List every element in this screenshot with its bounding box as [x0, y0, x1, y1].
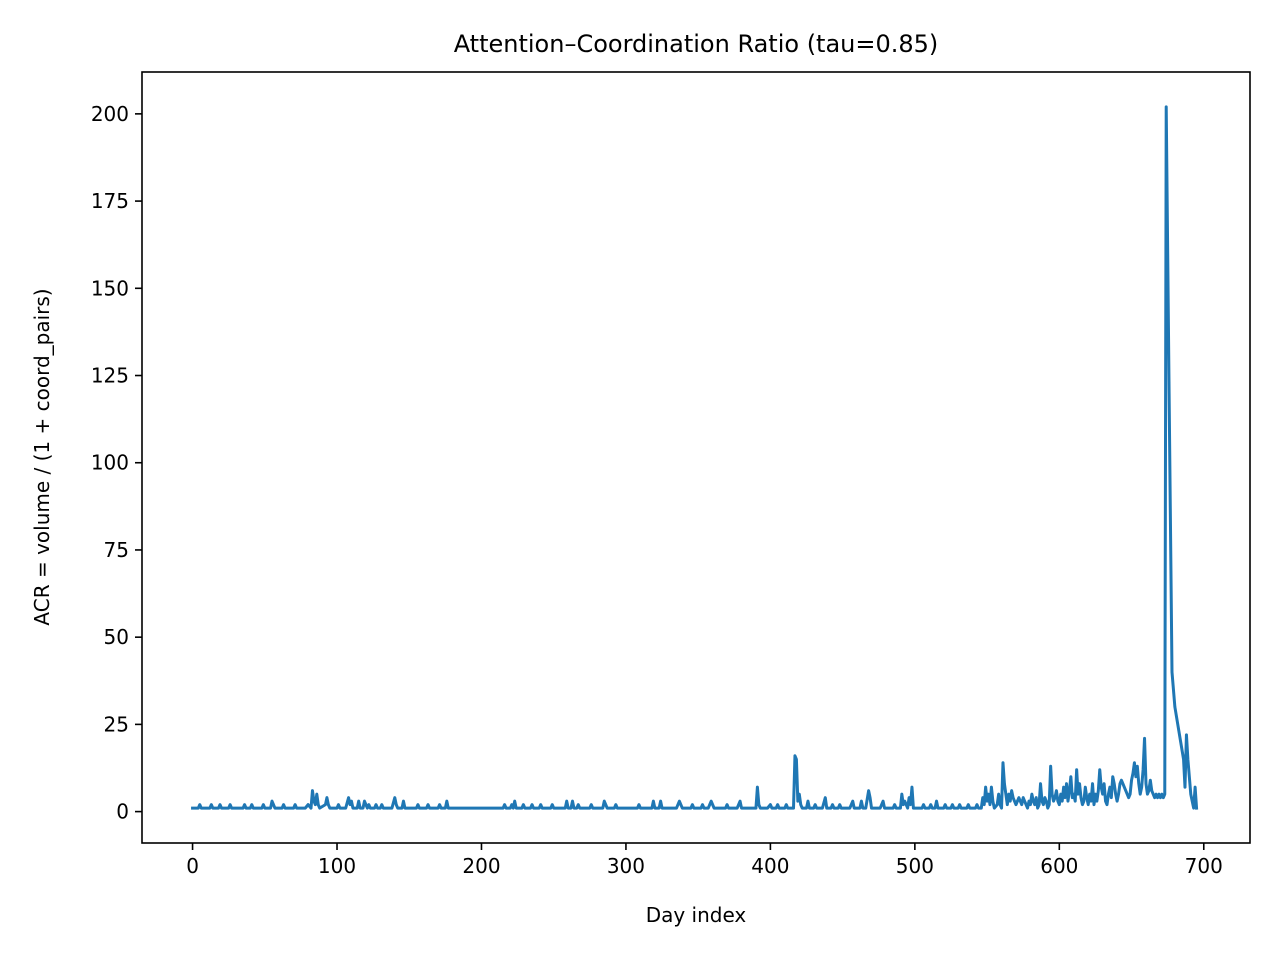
- y-tick-label: 0: [116, 800, 129, 824]
- x-axis-label: Day index: [646, 903, 747, 927]
- y-tick-label: 200: [91, 102, 129, 126]
- y-tick-label: 150: [91, 276, 129, 300]
- plot-layer: [191, 105, 1199, 810]
- x-tick-label: 700: [1185, 854, 1223, 878]
- chart-title: Attention–Coordination Ratio (tau=0.85): [454, 30, 939, 58]
- x-tick-label: 0: [186, 854, 199, 878]
- y-tick-label: 125: [91, 364, 129, 388]
- axes-frame: [141, 71, 1251, 844]
- x-tick-label: 100: [318, 854, 356, 878]
- y-tick-label: 50: [104, 625, 129, 649]
- x-tick-label: 300: [607, 854, 645, 878]
- y-axis-label: ACR = volume / (1 + coord_pairs): [30, 288, 54, 625]
- x-tick-label: 200: [462, 854, 500, 878]
- x-tick-label: 400: [751, 854, 789, 878]
- y-tick-label: 175: [91, 189, 129, 213]
- x-tick-label: 500: [896, 854, 934, 878]
- y-tick-label: 25: [104, 712, 129, 736]
- y-tick-label: 75: [104, 538, 129, 562]
- axes-layer: 0 100 200 300 400 500 600 700 0 25 50 75 100 125 150 17…: [91, 71, 1251, 878]
- x-tick-label: 600: [1040, 854, 1078, 878]
- series-line-1: [191, 105, 1199, 810]
- y-tick-label: 100: [91, 451, 129, 475]
